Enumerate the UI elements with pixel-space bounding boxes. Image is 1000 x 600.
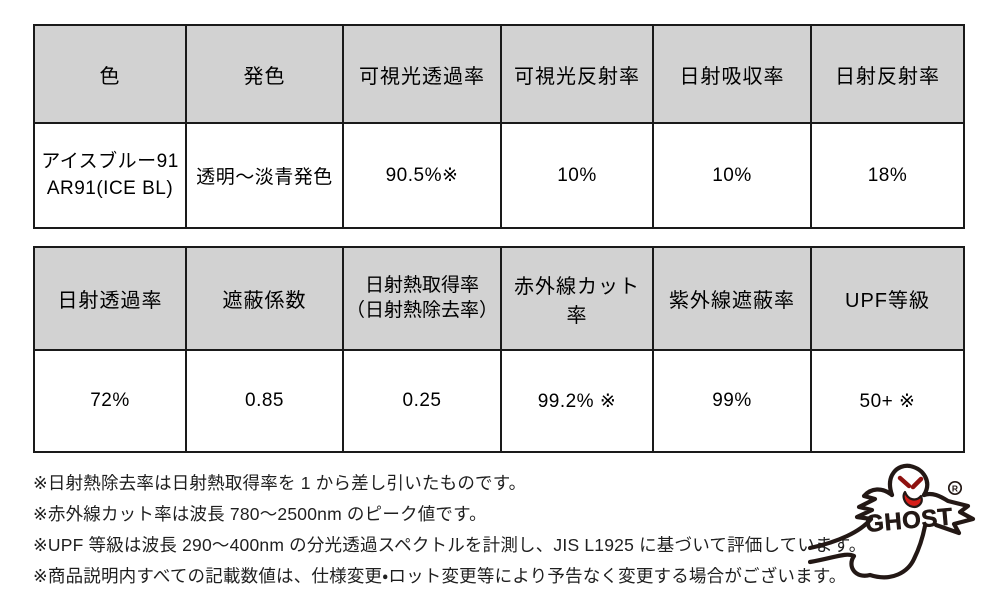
cell-color-name: アイスブルー91 AR91(ICE BL) [33, 122, 187, 229]
col-header-development: 発色 [185, 24, 344, 124]
footnote-line-2: ※赤外線カット率は波長 780～2500nm のピーク値です。 [33, 504, 487, 524]
col-header-heat-gain: 日射熱取得率 （日射熱除去率） [342, 246, 502, 351]
col-header-uv-block: 紫外線遮蔽率 [652, 246, 812, 351]
cell-uv-block: 99% [652, 349, 812, 453]
cell-upf-grade: 50+ ※ [810, 349, 965, 453]
optical-data-row: アイスブルー91 AR91(ICE BL) 透明～淡青発色 90.5%※ 10%… [33, 122, 965, 229]
cell-solar-transmittance: 72% [33, 349, 187, 453]
col-header-solar-absorption: 日射吸収率 [652, 24, 812, 124]
footnote-line-4: ※商品説明内すべての記載数値は、仕様変更・ロット変更等により予告なく変更する場合… [33, 566, 847, 586]
ghost-tongue [902, 490, 923, 508]
col-header-solar-reflectance: 日射反射率 [810, 24, 965, 124]
solar-header-row: 日射透過率 遮蔽係数 日射熱取得率 （日射熱除去率） 赤外線カット率 紫外線遮蔽… [33, 246, 965, 351]
col-header-color: 色 [33, 24, 187, 124]
color-name-line1: アイスブルー91 [41, 151, 179, 173]
cell-ir-cut: 99.2% ※ [500, 349, 654, 453]
ghost-right-wing [921, 491, 976, 536]
color-name-line2: AR91(ICE BL) [46, 177, 174, 199]
ghost-left-wing [854, 487, 895, 522]
col-header-visible-light-reflectance: 可視光反射率 [500, 24, 654, 124]
ghost-head-outline [888, 463, 930, 498]
cell-heat-gain: 0.25 [342, 349, 502, 453]
cell-solar-absorption: 10% [652, 122, 812, 229]
ghost-eye-left [897, 475, 912, 489]
registered-mark-icon: R [947, 480, 963, 496]
registered-mark-letter: R [952, 484, 958, 494]
heat-gain-header-line2: （日射熱除去率） [346, 299, 499, 321]
col-header-visible-light-transmittance: 可視光透過率 [342, 24, 502, 124]
footnote-line-1: ※日射熱除去率は日射熱取得率を 1 から差し引いたものです。 [33, 473, 527, 493]
heat-gain-header-line1: 日射熱取得率 [364, 274, 479, 296]
cell-shading-coefficient: 0.85 [185, 349, 344, 453]
cell-visible-light-reflectance: 10% [500, 122, 654, 229]
ghost-logo: GHOST R [808, 462, 992, 592]
solar-data-row: 72% 0.85 0.25 99.2% ※ 99% 50+ ※ [33, 349, 965, 453]
cell-solar-reflectance: 18% [810, 122, 965, 229]
footnotes: ※日射熱除去率は日射熱取得率を 1 から差し引いたものです。 ※赤外線カット率は… [33, 468, 893, 592]
ghost-logo-graphic: GHOST R [808, 463, 976, 580]
ghost-eye-right [910, 476, 924, 490]
col-header-ir-cut: 赤外線カット率 [500, 246, 654, 351]
ghost-logo-text: GHOST [864, 503, 954, 538]
optical-spec-table: 色 発色 可視光透過率 可視光反射率 日射吸収率 日射反射率 アイスブルー91 … [33, 24, 965, 229]
optical-header-row: 色 発色 可視光透過率 可視光反射率 日射吸収率 日射反射率 [33, 24, 965, 124]
cell-visible-light-transmittance: 90.5%※ [342, 122, 502, 229]
ghost-tail-upper [808, 516, 874, 551]
footnote-line-3: ※UPF 等級は波長 290～400nm の分光透過スペクトルを計測し、JIS … [33, 535, 867, 555]
solar-spec-table: 日射透過率 遮蔽係数 日射熱取得率 （日射熱除去率） 赤外線カット率 紫外線遮蔽… [33, 246, 965, 453]
col-header-upf-grade: UPF等級 [810, 246, 965, 351]
col-header-shading-coefficient: 遮蔽係数 [185, 246, 344, 351]
cell-development: 透明～淡青発色 [185, 122, 344, 229]
ghost-body [808, 523, 928, 580]
col-header-solar-transmittance: 日射透過率 [33, 246, 187, 351]
